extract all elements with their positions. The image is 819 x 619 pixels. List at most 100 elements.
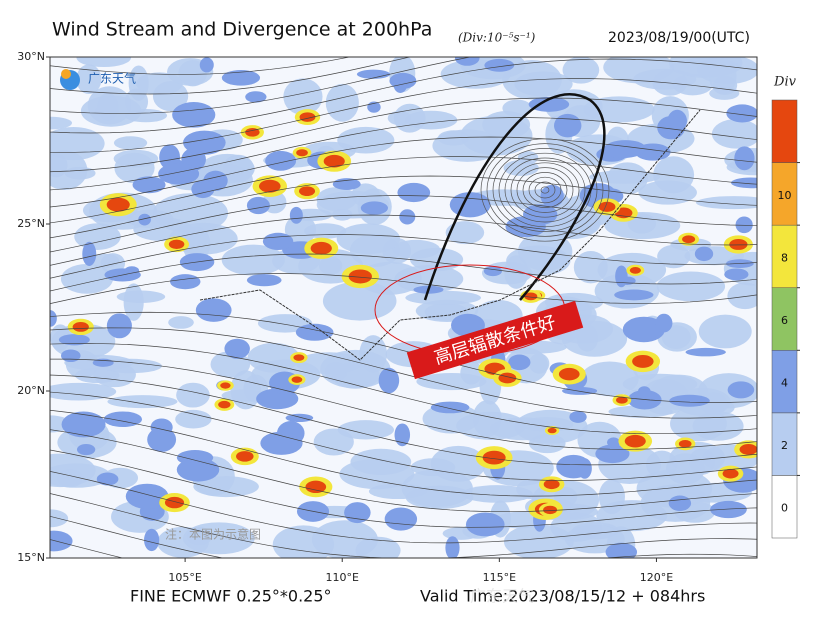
div-area xyxy=(96,472,119,486)
div-area xyxy=(449,192,491,218)
div-area xyxy=(172,101,216,128)
div-area xyxy=(60,264,113,294)
div-area xyxy=(601,142,645,158)
div-area xyxy=(136,72,183,95)
div-area xyxy=(259,179,281,193)
div-area xyxy=(299,186,316,196)
div-area xyxy=(657,115,686,140)
watermark: 广东天气 xyxy=(470,587,534,606)
div-area xyxy=(393,77,407,93)
div-area xyxy=(175,409,212,429)
div-area xyxy=(656,271,726,302)
div-area xyxy=(323,154,345,168)
colorbar-segment xyxy=(771,162,798,226)
main-streamline xyxy=(423,93,606,301)
div-area xyxy=(661,325,691,349)
div-area xyxy=(348,269,372,284)
div-area xyxy=(220,382,231,389)
div-area xyxy=(178,60,208,87)
div-area xyxy=(502,99,532,117)
div-area xyxy=(246,274,282,287)
div-area xyxy=(246,196,270,215)
date: 2023/08/19/00(UTC) xyxy=(608,30,750,46)
div-area xyxy=(580,361,639,397)
div-area xyxy=(221,70,261,86)
streamline xyxy=(50,493,757,558)
div-area xyxy=(296,149,308,157)
div-area xyxy=(107,395,178,409)
streamline xyxy=(50,57,412,95)
div-area xyxy=(454,57,480,66)
div-area xyxy=(484,58,515,72)
div-area xyxy=(378,367,400,394)
div-area xyxy=(739,444,757,455)
div-area xyxy=(652,69,688,96)
div-area xyxy=(726,104,757,123)
div-area xyxy=(397,182,431,203)
div-area xyxy=(405,290,481,305)
div-area xyxy=(727,282,757,310)
div-area xyxy=(445,221,485,245)
streamline xyxy=(50,175,757,239)
footer-valid: Valid Time:2023/08/15/12 + 084hrs xyxy=(420,587,705,606)
div-area xyxy=(498,372,517,384)
lon-label: 105°E xyxy=(168,571,201,584)
colorbar-label: 2 xyxy=(781,439,788,452)
streamline xyxy=(50,57,352,75)
colorbar-label: 6 xyxy=(781,314,788,327)
div-area xyxy=(316,187,357,212)
div-area xyxy=(164,496,185,509)
streamline xyxy=(50,58,757,134)
div-area xyxy=(236,451,254,462)
streamline xyxy=(50,471,757,544)
div-area xyxy=(168,239,185,249)
note: 注：本图为示意图 xyxy=(165,527,261,542)
div-area xyxy=(76,443,96,456)
div-area xyxy=(325,83,359,122)
div-area xyxy=(125,483,169,509)
div-area xyxy=(622,316,665,343)
div-area xyxy=(260,431,303,455)
div-area xyxy=(430,401,470,414)
div-area xyxy=(655,313,673,333)
div-area xyxy=(311,520,378,558)
logo-sun xyxy=(61,69,71,79)
map-frame xyxy=(49,56,758,559)
vortex-line xyxy=(528,176,562,204)
div-area xyxy=(351,183,380,207)
colorbar-label: 0 xyxy=(781,502,788,515)
div-area xyxy=(624,434,646,448)
div-area xyxy=(543,505,558,515)
div-area xyxy=(598,201,616,212)
div-area xyxy=(50,150,88,190)
vortex-line xyxy=(504,157,586,223)
div-area xyxy=(191,180,215,199)
lat-label: 15°N xyxy=(17,551,45,564)
div-area xyxy=(147,427,177,452)
div-area xyxy=(158,163,200,185)
div-area xyxy=(657,244,691,269)
streamline xyxy=(50,391,757,481)
title: Wind Stream and Divergence at 200hPa xyxy=(52,19,432,41)
div-area xyxy=(632,354,654,368)
div-area xyxy=(577,458,592,479)
div-area xyxy=(517,231,573,271)
div-area xyxy=(144,528,160,552)
lat-label: 25°N xyxy=(17,217,45,230)
div-area xyxy=(360,201,388,215)
div-area xyxy=(61,411,106,438)
vortex-line xyxy=(516,167,574,213)
vortex-line xyxy=(510,162,580,218)
div-area xyxy=(646,450,678,479)
lon-label: 115°E xyxy=(483,571,516,584)
div-area xyxy=(724,268,749,281)
div-area xyxy=(337,420,394,440)
div-area xyxy=(735,216,753,234)
div-area xyxy=(638,180,697,205)
streamline xyxy=(50,136,757,208)
div-area xyxy=(709,58,737,95)
div-area xyxy=(74,223,121,250)
div-area xyxy=(114,152,155,184)
div-area xyxy=(221,244,285,276)
